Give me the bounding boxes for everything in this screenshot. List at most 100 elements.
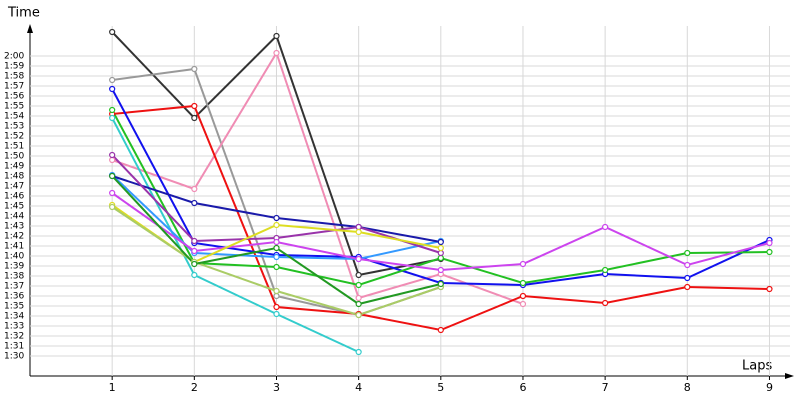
point <box>519 260 527 268</box>
point <box>273 244 280 252</box>
y-tick-label: 1:39 <box>4 262 24 272</box>
x-tick-label: 5 <box>437 381 444 394</box>
x-tick-label: 7 <box>602 381 609 394</box>
point <box>273 310 280 318</box>
point <box>437 238 444 246</box>
point <box>766 285 773 293</box>
point <box>355 348 362 356</box>
x-axis-title: Laps <box>742 359 772 374</box>
y-tick-label: 1:48 <box>4 172 24 182</box>
point <box>437 244 444 252</box>
point <box>273 287 280 295</box>
x-axis-arrow <box>785 373 794 379</box>
x-tick-label: 8 <box>684 381 691 394</box>
point <box>273 263 280 271</box>
point <box>355 311 362 319</box>
point <box>437 249 444 257</box>
y-tick-label: 1:56 <box>4 92 24 102</box>
series-line <box>111 50 524 305</box>
point <box>273 303 280 311</box>
point <box>109 189 116 197</box>
point <box>602 299 609 307</box>
y-tick-label: 1:49 <box>4 162 24 172</box>
y-tick-label: 1:53 <box>4 122 24 132</box>
x-tick-label: 1 <box>109 381 116 394</box>
point <box>684 283 691 291</box>
y-tick-label: 1:41 <box>4 242 24 252</box>
y-tick-label: 1:38 <box>4 272 24 282</box>
point <box>191 65 198 73</box>
point <box>437 326 444 334</box>
x-tick-label: 3 <box>273 381 280 394</box>
y-tick-label: 1:46 <box>4 192 24 202</box>
y-axis-title: Time <box>7 6 40 21</box>
y-tick-label: 1:50 <box>4 152 24 162</box>
point <box>519 279 527 287</box>
point <box>191 237 198 245</box>
point <box>519 300 527 308</box>
y-tick-label: 1:37 <box>4 282 24 292</box>
point <box>109 28 116 36</box>
y-tick-label: 1:31 <box>4 342 24 352</box>
point <box>766 239 773 247</box>
y-tick-label: 2:00 <box>4 52 24 62</box>
point <box>109 76 116 84</box>
point <box>766 248 773 256</box>
point <box>355 271 362 279</box>
point <box>191 247 198 255</box>
y-tick-label: 1:54 <box>4 112 24 122</box>
point <box>355 281 362 289</box>
point <box>273 214 280 222</box>
y-tick-label: 1:52 <box>4 132 24 142</box>
point <box>437 254 444 262</box>
x-tick-label: 2 <box>191 381 198 394</box>
point <box>109 151 116 159</box>
y-tick-label: 1:59 <box>4 62 24 72</box>
y-tick-label: 1:47 <box>4 182 24 192</box>
point <box>355 223 362 231</box>
y-tick-label: 1:45 <box>4 202 24 212</box>
point <box>273 49 280 57</box>
point <box>273 238 280 246</box>
y-axis-arrow <box>27 24 33 33</box>
point <box>191 199 198 207</box>
point <box>109 172 116 180</box>
x-tick-label: 6 <box>519 381 526 394</box>
point <box>109 114 116 122</box>
series-line <box>111 117 360 353</box>
point <box>191 102 198 110</box>
y-tick-label: 1:42 <box>4 232 24 242</box>
point <box>273 221 280 229</box>
y-tick-label: 1:57 <box>4 82 24 92</box>
point <box>273 253 280 261</box>
point <box>191 260 198 268</box>
point <box>191 185 198 193</box>
y-tick-label: 1:34 <box>4 312 24 322</box>
point <box>273 292 280 300</box>
point <box>355 255 362 263</box>
point <box>355 228 362 236</box>
y-tick-label: 1:58 <box>4 72 24 82</box>
y-tick-label: 1:43 <box>4 222 24 232</box>
point <box>273 32 280 40</box>
point <box>684 261 691 269</box>
y-tick-label: 1:36 <box>4 292 24 302</box>
point <box>437 266 444 274</box>
y-tick-label: 1:40 <box>4 252 24 262</box>
y-tick-label: 1:51 <box>4 142 24 152</box>
point <box>437 280 444 288</box>
x-tick-label: 9 <box>766 381 773 394</box>
y-tick-label: 1:44 <box>4 212 24 222</box>
point <box>684 274 691 282</box>
point <box>109 156 116 164</box>
y-tick-label: 1:30 <box>4 352 24 362</box>
point <box>191 114 198 122</box>
point <box>355 300 362 308</box>
x-tick-label: 4 <box>355 381 362 394</box>
point <box>109 106 116 114</box>
point <box>684 249 691 257</box>
point <box>602 223 609 231</box>
point <box>109 203 116 211</box>
point <box>109 85 116 93</box>
